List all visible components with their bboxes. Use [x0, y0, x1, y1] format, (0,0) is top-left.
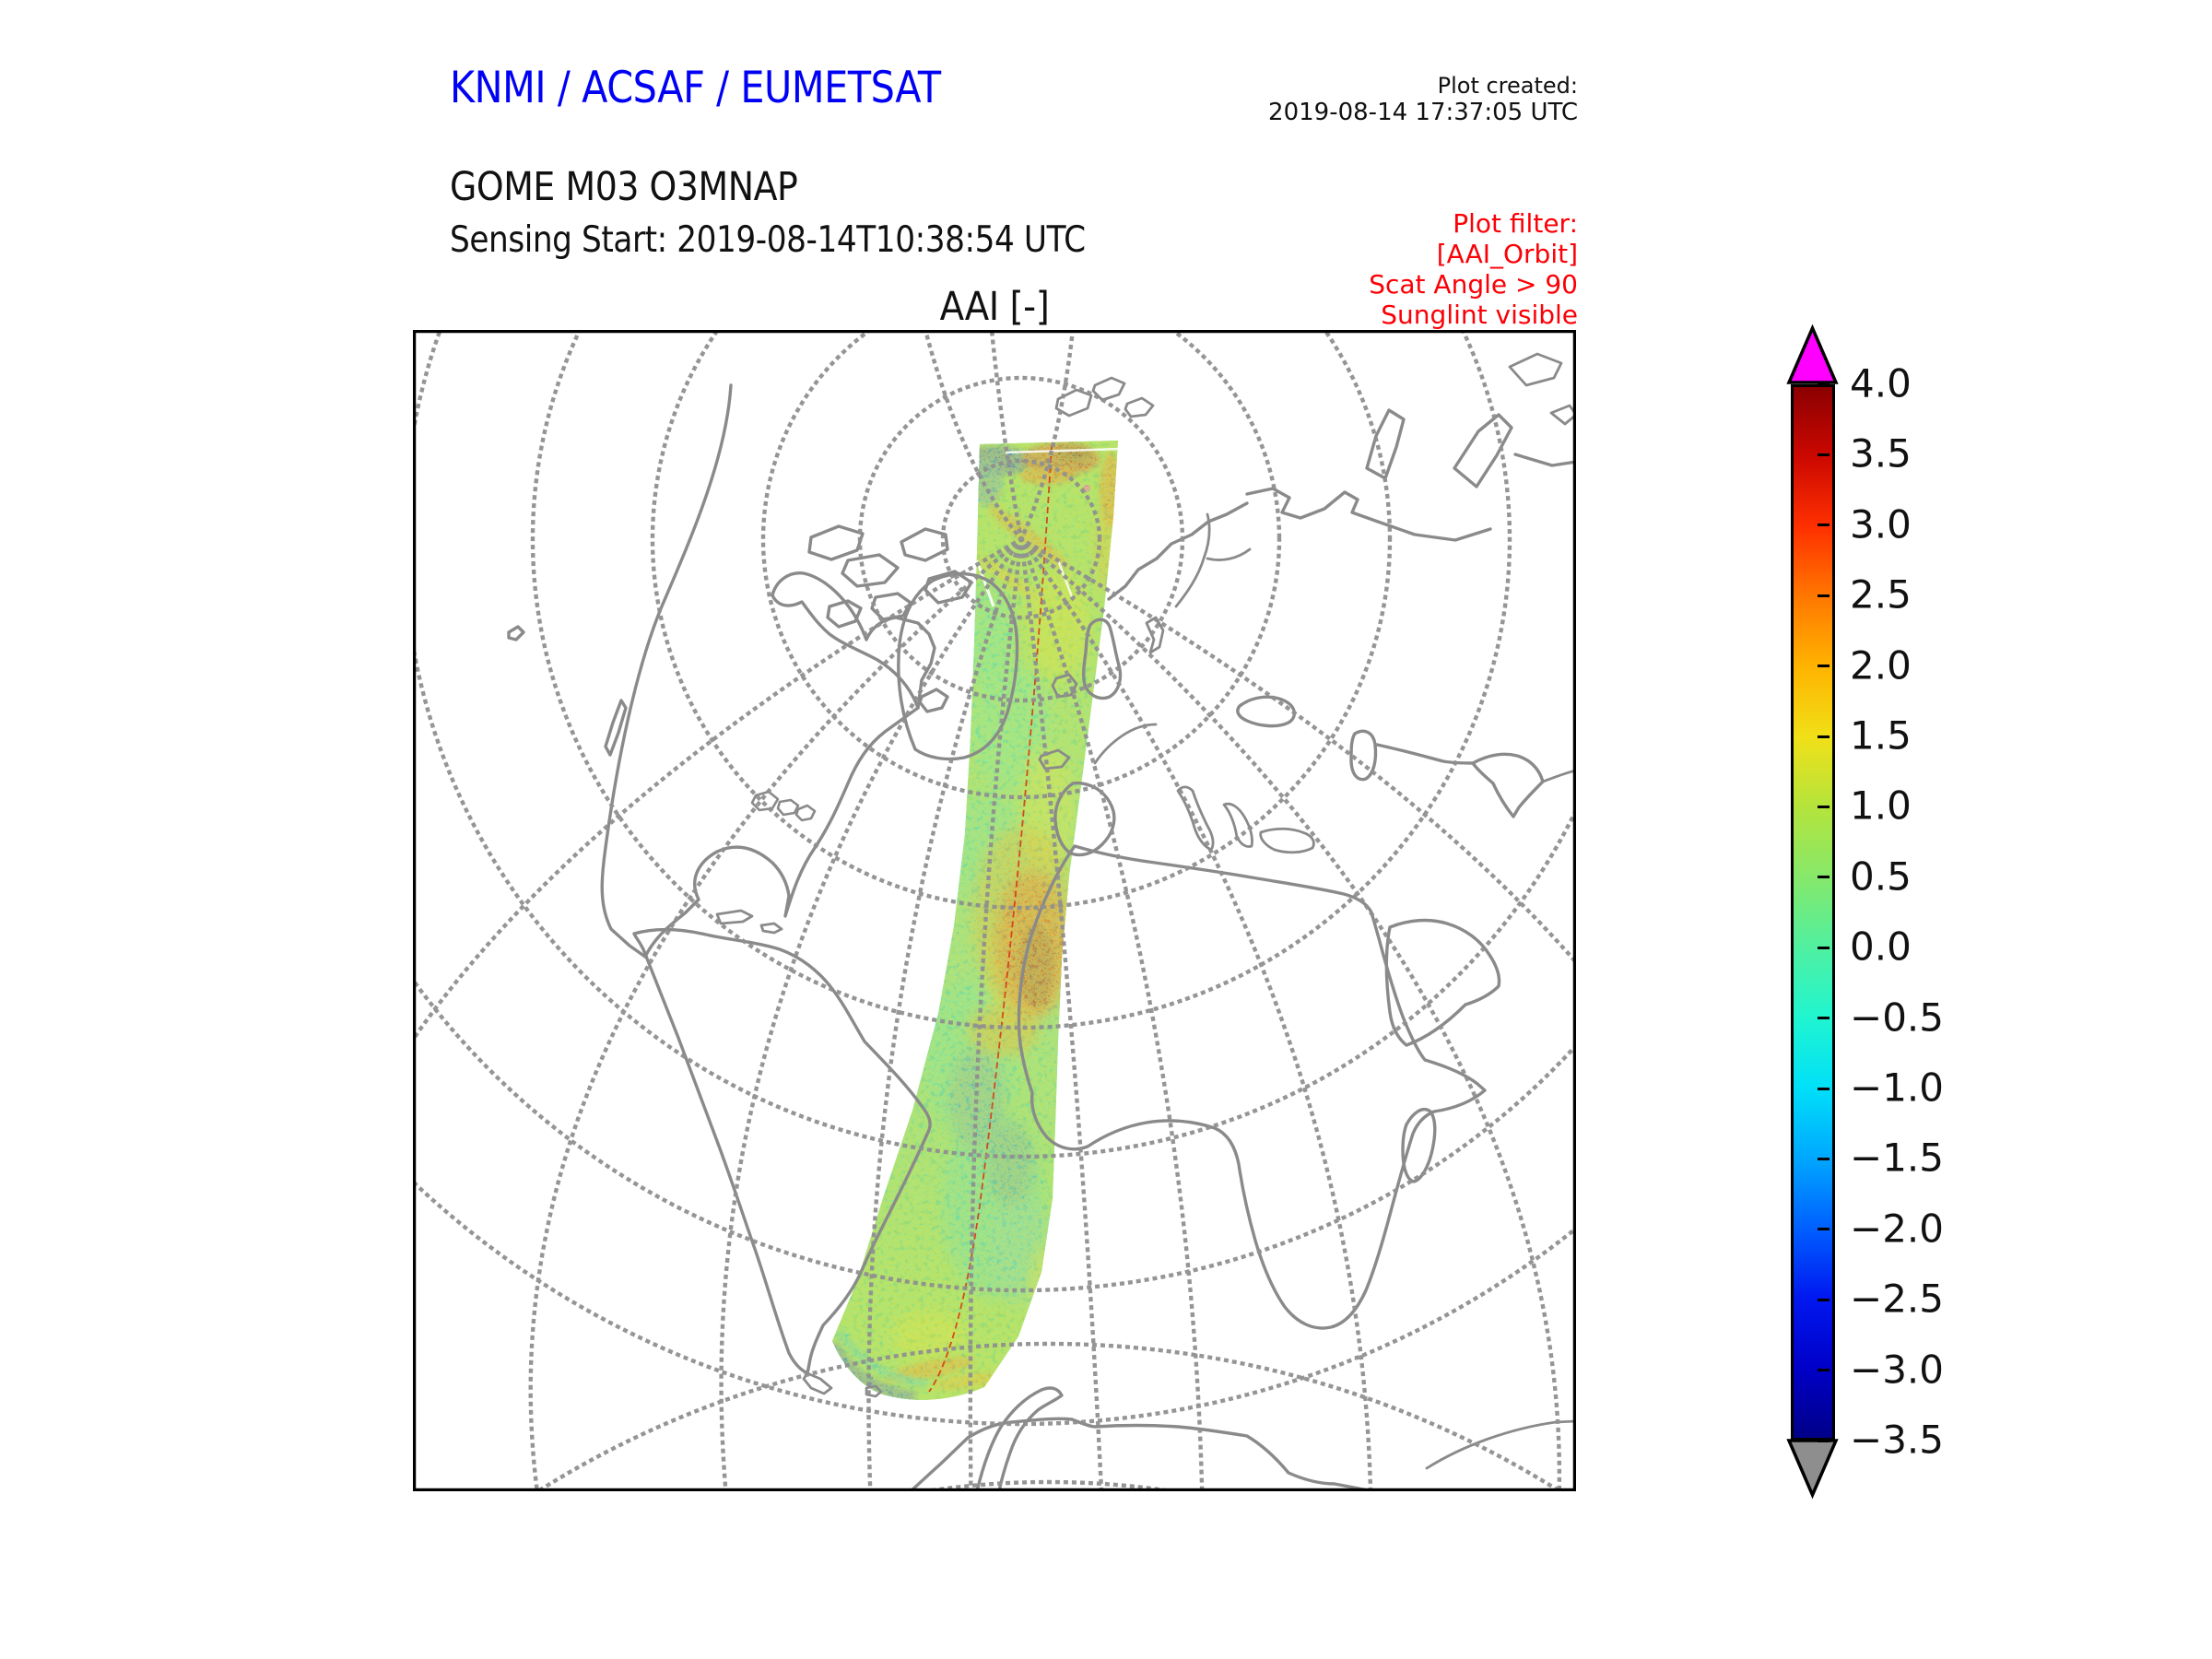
colorbar-tick-label: 2.0: [1850, 642, 1912, 688]
coast-arabia: [1384, 918, 1501, 1047]
colorbar-tick: [1818, 1157, 1830, 1160]
plot-title: AAI [-]: [413, 284, 1576, 330]
colorbar-tick-label: 1.5: [1850, 712, 1912, 759]
latitude-circle-70n: [857, 375, 1185, 703]
colorbar-tick-label: 4.0: [1850, 360, 1912, 406]
coast-hudson-bay: [771, 571, 936, 710]
subsatellite-track-line: [928, 445, 1053, 1393]
colorbar-tick-label: 3.0: [1850, 501, 1912, 547]
plot-created-label: Plot created:: [1437, 73, 1578, 99]
colorbar-tick: [1818, 594, 1830, 597]
product-title: GOME M03 O3MNAP: [450, 164, 845, 210]
colorbar-tick-label: −0.5: [1850, 994, 1944, 1041]
colorbar-tick-label: 2.5: [1850, 571, 1912, 618]
product-title-text: GOME M03 O3MNAP: [450, 164, 798, 210]
colorbar-tick: [1818, 382, 1830, 386]
coast-uk: [1082, 618, 1123, 700]
colorbar-tick-label: −1.0: [1850, 1065, 1944, 1111]
colorbar-tick-label: 0.0: [1850, 924, 1912, 970]
coast-antarctic-peninsula: [975, 1386, 1064, 1491]
colorbar-tick-label: −2.0: [1850, 1206, 1944, 1252]
colorbar-tick-label: 3.5: [1850, 430, 1912, 477]
data-gap-slash: [975, 559, 995, 607]
colorbar-tick: [1818, 805, 1830, 808]
colorbar-tick-label: −3.5: [1850, 1417, 1944, 1463]
colorbar-under-arrow: [1786, 1439, 1839, 1500]
colorbar-tick: [1818, 1369, 1830, 1372]
sensing-start-line: Sensing Start: 2019-08-14T10:38:54 UTC: [450, 219, 1172, 261]
latitude-circle-south: [913, 1480, 1184, 1491]
colorbar-tick: [1818, 876, 1830, 879]
colorbar-tick: [1818, 735, 1830, 738]
colorbar-tick: [1818, 665, 1830, 668]
coast-india: [1375, 743, 1545, 818]
colorbar-tick: [1818, 453, 1830, 456]
latitude-circle-80n: [940, 458, 1102, 620]
meridian: [413, 536, 1024, 1044]
coast-black-sea: [1236, 695, 1296, 728]
map-border: [413, 330, 1576, 1491]
org-title: KNMI / ACSAF / EUMETSAT: [450, 63, 1007, 113]
plot-created-time: 2019-08-14 17:37:05 UTC: [1268, 99, 1578, 126]
coast-russia-north: [1245, 487, 1492, 542]
sensing-start-text: Sensing Start: 2019-08-14T10:38:54 UTC: [450, 219, 1086, 261]
filter-line-4: Sunglint visible: [1381, 300, 1578, 330]
colorbar-tick: [1818, 1087, 1830, 1090]
colorbar-tick: [1818, 1298, 1830, 1301]
aai-swath: [832, 441, 1118, 1400]
colorbar-tick-label: 1.0: [1850, 782, 1912, 829]
colorbar-tick: [1818, 946, 1830, 949]
plot-filter-block: Plot filter: [AAI_Orbit] Scat Angle > 90…: [1369, 208, 1578, 330]
colorbar-tick-label: 0.5: [1850, 853, 1912, 900]
graticule: [413, 330, 1576, 1491]
colorbar-over-arrow: [1786, 324, 1839, 384]
colorbar-tick: [1818, 1439, 1830, 1442]
coast-scandinavia: [1107, 501, 1249, 601]
coast-antarctica: [909, 1417, 1375, 1491]
coast-caspian-sea: [1349, 729, 1378, 782]
colorbar-tick-label: −3.0: [1850, 1347, 1944, 1393]
plot-created-block: Plot created: 2019-08-14 17:37:05 UTC: [1268, 73, 1578, 127]
coast-iberia: [1053, 781, 1116, 857]
colorbar-tick-label: −1.5: [1850, 1135, 1944, 1181]
org-title-text: KNMI / ACSAF / EUMETSAT: [450, 63, 941, 113]
coast-south-america: [632, 927, 932, 1375]
coast-north-america-east: [643, 706, 920, 959]
filter-line-3: Scat Angle > 90: [1369, 269, 1578, 300]
plot-title-text: AAI [-]: [939, 284, 1050, 330]
data-gap-line: [1005, 447, 1118, 454]
colorbar: [1791, 384, 1835, 1441]
coast-north-america-west: [600, 383, 733, 959]
colorbar-tick: [1818, 1017, 1830, 1020]
coast-novaya-zemlya: [1365, 408, 1406, 480]
colorbar-tick: [1818, 524, 1830, 527]
filter-line-1: Plot filter:: [1453, 208, 1578, 239]
filter-line-2: [AAI_Orbit]: [1436, 239, 1578, 269]
map-plot: [413, 330, 1576, 1491]
colorbar-tick: [1818, 1228, 1830, 1231]
colorbar-tick-label: −2.5: [1850, 1276, 1944, 1322]
